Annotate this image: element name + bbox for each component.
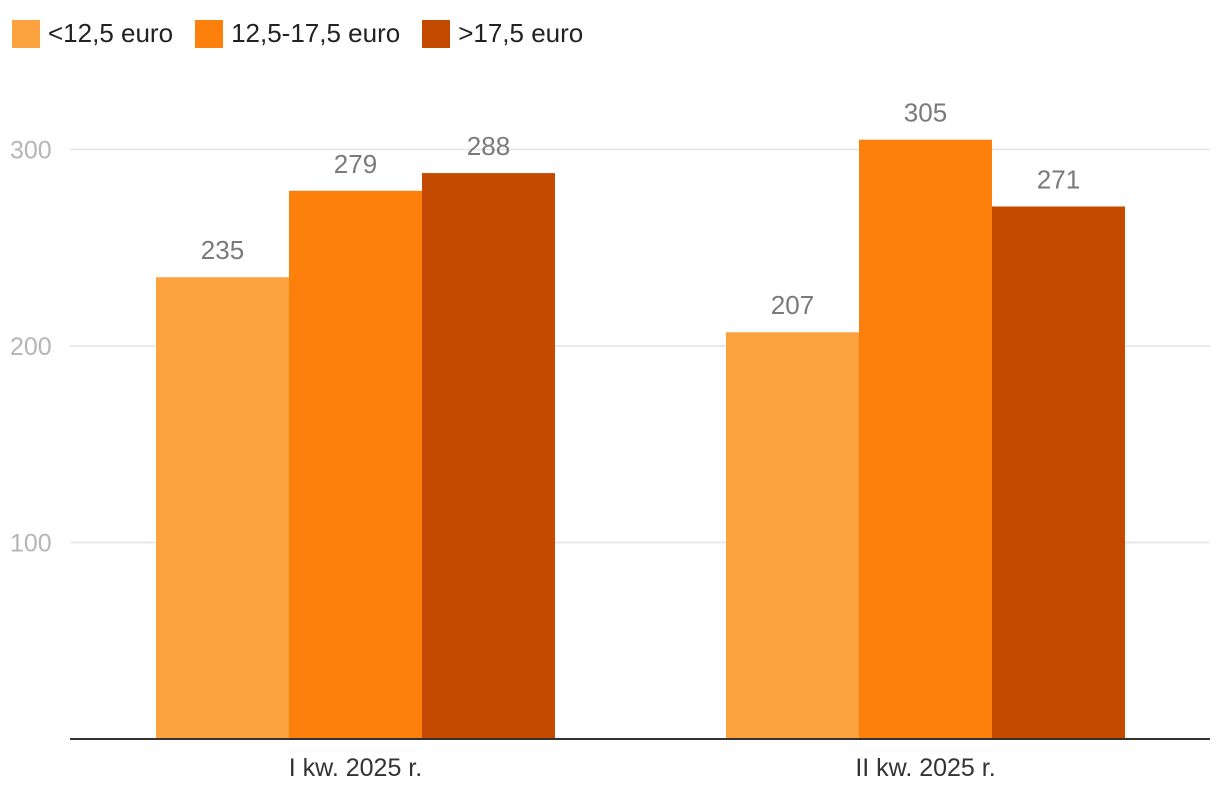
data-label: 207 — [771, 290, 814, 320]
y-tick-label: 300 — [10, 137, 52, 165]
legend-label: >17,5 euro — [458, 18, 584, 48]
legend-item-12-5-17-5: 12,5-17,5 euro — [195, 18, 400, 49]
data-label: 279 — [334, 149, 377, 179]
legend-swatch — [422, 19, 451, 48]
bar — [992, 206, 1125, 740]
bar — [726, 332, 859, 739]
y-tick-label: 100 — [10, 530, 52, 558]
legend-label: 12,5-17,5 euro — [231, 18, 401, 48]
legend-item-lt-12-5: <12,5 euro — [12, 18, 173, 49]
data-label: 271 — [1037, 164, 1080, 194]
bar — [859, 139, 992, 740]
x-tick-label: II kw. 2025 r. — [855, 754, 995, 782]
data-label: 235 — [201, 235, 244, 265]
data-label: 288 — [467, 131, 510, 161]
legend-swatch — [12, 19, 40, 48]
legend: <12,5 euro 12,5-17,5 euro >17,5 euro — [12, 18, 583, 49]
legend-label: <12,5 euro — [48, 18, 174, 48]
legend-swatch — [195, 19, 224, 48]
bar — [422, 173, 555, 739]
bar — [289, 190, 422, 739]
bar — [156, 277, 289, 739]
x-tick-label: I kw. 2025 r. — [289, 754, 422, 782]
y-tick-label: 200 — [10, 333, 52, 361]
legend-item-gt-17-5: >17,5 euro — [422, 18, 583, 49]
data-label: 305 — [904, 98, 947, 128]
